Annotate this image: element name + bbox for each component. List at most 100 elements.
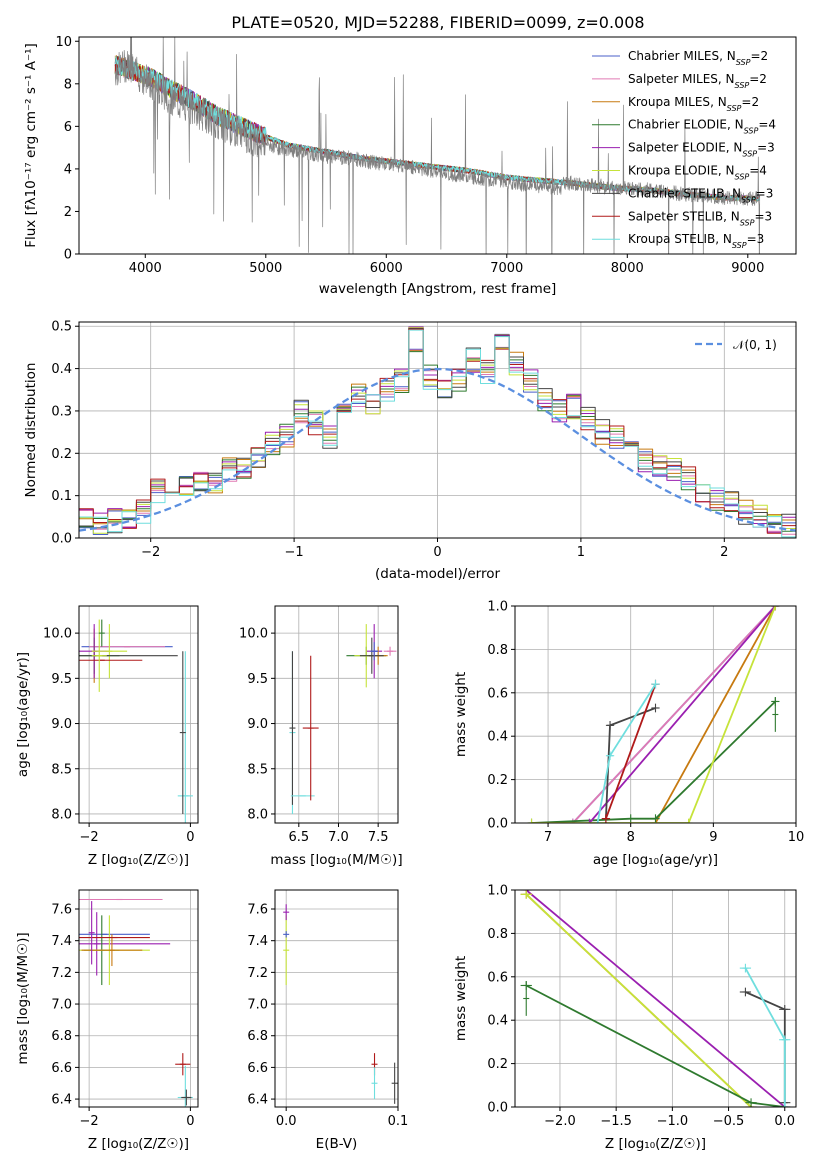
- y-tick-label: 0.4: [487, 1014, 508, 1029]
- panels: 4000 5000 6000 7000 8000 90000246810wavelengt…: [15, 35, 805, 1152]
- y-tick-label: 8.5: [247, 762, 268, 777]
- legend-label: Salpeter STELIB, NSSP=3: [628, 209, 772, 227]
- y-tick-label: 9.0: [247, 717, 268, 732]
- legend-label: Chabrier MILES, NSSP=2: [628, 49, 768, 67]
- y-tick-label: 9.5: [51, 672, 72, 687]
- x-tick-label: −2.0: [544, 1114, 576, 1129]
- y-tick-label: 0: [64, 248, 72, 263]
- gaussian-curve: [79, 367, 796, 532]
- y-axis-label: age [log₁₀(age/yr)]: [15, 652, 31, 777]
- y-tick-label: 0.0: [487, 817, 508, 832]
- plot-area-mass-vs-Z: [79, 898, 193, 1107]
- grid-mass-vs-Z: [79, 890, 198, 1107]
- y-tick-label: 1.0: [487, 600, 508, 615]
- y-tick-label: 0.5: [51, 320, 72, 335]
- x-tick-label: −2: [80, 830, 99, 845]
- y-tick-label: 7.2: [51, 966, 72, 981]
- y-tick-label: 8.5: [51, 762, 72, 777]
- axes-frame: [78, 36, 797, 255]
- series-line: [654, 606, 777, 823]
- hist-step: [79, 329, 796, 538]
- grid-age-vs-Z: [79, 606, 198, 823]
- y-axis-label: mass weight: [453, 672, 469, 757]
- x-tick-label: 0: [186, 830, 194, 845]
- x-tick-label: 0.0: [276, 1114, 297, 1129]
- y-axis-label: Flux [fλ10⁻¹⁷ erg cm⁻² s⁻¹ A⁻¹]: [23, 43, 39, 248]
- panel-massweight-vs-Z: −2.0 −1.5 −1.0 −0.5 0.0 0.0 0.2 0.4 0.6 0.8 1.0 Z […: [453, 884, 797, 1152]
- y-tick-label: 0.6: [487, 970, 508, 985]
- y-tick-label: 0.3: [51, 404, 72, 419]
- y-tick-label: 4: [64, 162, 72, 177]
- y-tick-label: 10: [55, 35, 72, 50]
- y-tick-label: 6.6: [51, 1061, 72, 1076]
- y-tick-label: 0.0: [51, 532, 72, 547]
- x-tick-label: −0.5: [713, 1114, 745, 1129]
- y-tick-label: 9.0: [51, 717, 72, 732]
- y-tick-label: 6.4: [51, 1093, 72, 1108]
- grid-age-vs-mass: [275, 606, 398, 823]
- plot-area-massweight-vs-Z: [520, 890, 791, 1107]
- y-tick-label: 6.8: [51, 1029, 72, 1044]
- plot-area-massweight-vs-age: [527, 606, 780, 823]
- x-tick-label: 10: [788, 830, 805, 845]
- y-tick-label: 0.2: [51, 447, 72, 462]
- axes-frame: [274, 605, 399, 824]
- y-tick-label: 8.0: [51, 807, 72, 822]
- y-tick-label: 6: [64, 120, 72, 135]
- series-line: [531, 606, 777, 823]
- y-tick-label: 0.4: [51, 362, 72, 377]
- legend-label: Salpeter MILES, NSSP=2: [628, 72, 767, 90]
- x-tick-label: 8: [627, 830, 635, 845]
- y-tick-label: 7.6: [51, 903, 72, 918]
- x-tick-label: −1.0: [657, 1114, 689, 1129]
- x-tick-label: 0.0: [774, 1114, 795, 1129]
- axes-frame: [514, 605, 797, 824]
- y-tick-label: 0.4: [487, 730, 508, 745]
- panel-age-vs-mass: 6.5 7.0 7.5 8.0 8.5 9.0 9.5 10.0 mass [log₁₀(M/M…: [239, 605, 403, 868]
- y-tick-label: 6.4: [247, 1093, 268, 1108]
- x-tick-label: 9000: [731, 261, 764, 276]
- panel-residuals: −2 −1 0 1 2 0.0 0.1 0.2 0.3 0.4 0.5 (data-model)/er…: [23, 320, 797, 582]
- legend-label: Kroupa STELIB, NSSP=3: [628, 232, 764, 250]
- series-line: [525, 893, 752, 1107]
- panel-age-vs-Z: −2 0 8.0 8.5 9.0 9.5 10.0 Z [log₁₀(Z/Z☉)] age [l…: [15, 605, 199, 868]
- plot-area-age-vs-Z: [79, 619, 193, 823]
- hist-step: [79, 328, 796, 534]
- y-tick-label: 6.6: [247, 1061, 268, 1076]
- x-axis-label: age [log₁₀(age/yr)]: [593, 852, 718, 868]
- y-tick-label: 0.2: [487, 1057, 508, 1072]
- x-axis-label: (data-model)/error: [375, 566, 501, 582]
- axes-frame: [78, 605, 199, 824]
- x-tick-label: 7.5: [368, 830, 389, 845]
- x-tick-label: 7: [544, 830, 552, 845]
- y-axis-label: mass [log₁₀(M/M☉)]: [15, 932, 31, 1064]
- plot-area-residuals: [79, 326, 796, 538]
- x-axis-label: E(B-V): [316, 1136, 358, 1152]
- x-tick-label: 2: [720, 545, 728, 560]
- y-tick-label: 7.0: [247, 998, 268, 1013]
- y-axis-label: mass weight: [453, 956, 469, 1041]
- y-tick-label: 7.4: [51, 934, 72, 949]
- plot-area-mass-vs-EBV: [283, 904, 398, 1104]
- y-tick-label: 0.1: [51, 489, 72, 504]
- legend-label: Chabrier STELIB, NSSP=3: [628, 186, 773, 204]
- y-tick-label: 10.0: [239, 627, 268, 642]
- legend-label: Chabrier ELODIE, NSSP=4: [628, 118, 776, 136]
- panel-spectrum: 4000 5000 6000 7000 8000 9000 0 2 4 6 8 10 wavelengt…: [23, 35, 797, 297]
- y-tick-label: 0.2: [487, 773, 508, 788]
- x-tick-label: −2: [141, 545, 160, 560]
- legend-label: Salpeter ELODIE, NSSP=3: [628, 141, 775, 159]
- y-tick-label: 0.8: [487, 927, 508, 942]
- x-tick-label: 6000: [370, 261, 403, 276]
- y-tick-label: 8.0: [247, 807, 268, 822]
- axes-frame: [78, 889, 199, 1108]
- y-tick-label: 2: [64, 205, 72, 220]
- x-axis-label: Z [log₁₀(Z/Z☉)]: [88, 852, 189, 868]
- series-line: [531, 700, 776, 823]
- x-axis-label: mass [log₁₀(M/M☉)]: [270, 852, 402, 868]
- x-tick-label: 4000: [129, 261, 162, 276]
- y-tick-label: 0.6: [487, 686, 508, 701]
- y-tick-label: 6.8: [247, 1029, 268, 1044]
- y-tick-label: 0.8: [487, 643, 508, 658]
